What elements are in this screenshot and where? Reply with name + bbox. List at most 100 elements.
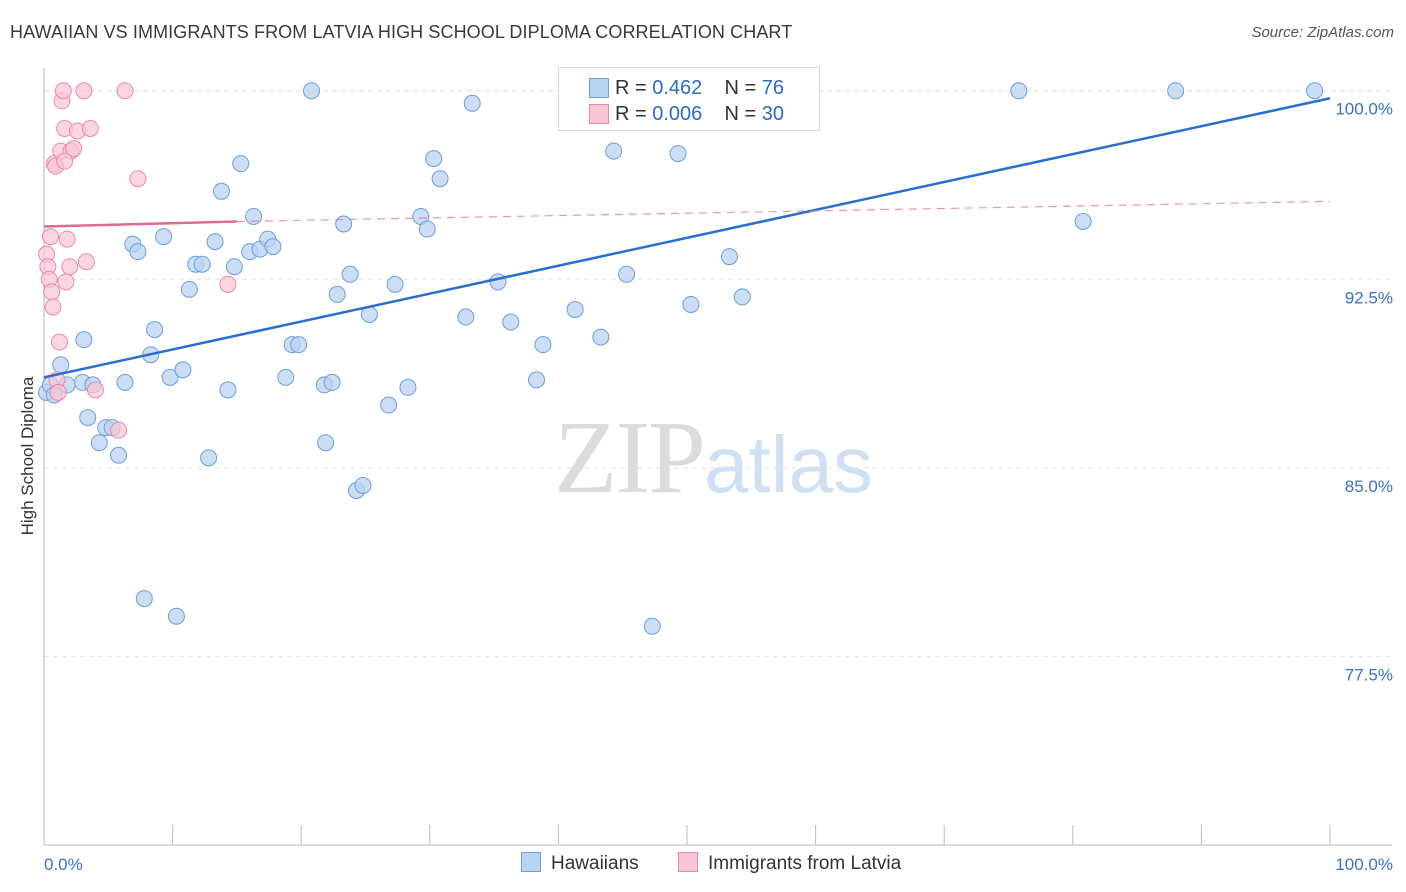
hawaiians-point — [90, 434, 108, 452]
hawaiians-point — [1010, 82, 1028, 100]
legend-swatch-blue — [589, 78, 609, 98]
latvia-point — [219, 275, 237, 293]
hawaiians-point — [75, 331, 93, 349]
latvia-point — [86, 381, 104, 399]
hawaiians-point — [193, 255, 211, 273]
hawaiians-point — [669, 145, 687, 163]
hawaiians-point — [1167, 82, 1185, 100]
hawaiians-point — [457, 308, 475, 326]
hawaiians-point — [733, 288, 751, 306]
legend-row-latvia: R = 0.006 N = 30 — [589, 102, 785, 126]
hawaiians-point — [264, 238, 282, 256]
latvia-point — [129, 170, 147, 188]
legend-r-label: R = — [615, 76, 647, 99]
hawaiians-point — [354, 476, 372, 494]
legend-r-value: 0.462 — [652, 76, 703, 99]
watermark-zip: ZIP — [554, 400, 706, 515]
hawaiians-point — [135, 590, 153, 608]
source-label: Source: ZipAtlas.com — [1251, 24, 1394, 41]
hawaiians-point — [245, 207, 263, 225]
hawaiians-point — [528, 371, 546, 389]
y-tick-label: 100.0% — [1335, 100, 1393, 119]
legend-item-latvia: Immigrants from Latvia — [678, 852, 901, 875]
hawaiians-point — [110, 446, 128, 464]
legend-label-hawaiians: Hawaiians — [551, 853, 639, 874]
axes — [43, 68, 1392, 846]
legend-row-hawaiians: R = 0.462 N = 76 — [589, 76, 785, 100]
x-tick-label-min: 0.0% — [44, 855, 83, 874]
hawaiians-point — [225, 258, 243, 276]
latvia-trend-extension — [236, 200, 1331, 223]
hawaiians-point — [302, 82, 320, 100]
hawaiians-point — [328, 285, 346, 303]
y-axis-label: High School Diploma — [18, 376, 37, 536]
legend-n-label: N = — [724, 76, 757, 99]
watermark-atlas: atlas — [704, 420, 873, 509]
hawaiians-point — [643, 617, 661, 635]
hawaiians-point — [489, 273, 507, 291]
legend-swatch-pink — [589, 104, 609, 124]
hawaiians-point — [335, 215, 353, 233]
hawaiians-point — [79, 409, 97, 427]
hawaiians-point — [605, 142, 623, 160]
latvia-point — [116, 82, 134, 100]
hawaiians-point — [317, 434, 335, 452]
hawaiians-point — [1074, 212, 1092, 230]
latvia-point — [43, 283, 61, 301]
hawaiians-point — [431, 170, 449, 188]
hawaiians-point — [167, 607, 185, 625]
hawaiians-point — [341, 265, 359, 283]
legend-n-label: N = — [724, 102, 757, 125]
legend-n-value: 76 — [761, 76, 785, 99]
y-tick-label: 85.0% — [1345, 477, 1393, 496]
hawaiians-point — [502, 313, 520, 331]
hawaiians-point — [219, 381, 237, 399]
y-tick-label: 92.5% — [1345, 288, 1393, 307]
data-points — [38, 82, 1324, 635]
latvia-point — [54, 82, 72, 100]
latvia-point — [58, 230, 76, 248]
latvia-point — [75, 82, 93, 100]
hawaiians-point — [174, 361, 192, 379]
legend-swatch-blue — [521, 852, 541, 872]
hawaiians-point — [380, 396, 398, 414]
legend-r-label: R = — [615, 102, 647, 125]
hawaiians-point — [290, 336, 308, 354]
hawaiians-point — [116, 373, 134, 391]
hawaiians-trend-line — [43, 97, 1331, 379]
legend-r-value: 0.006 — [652, 102, 703, 125]
latvia-point — [50, 333, 68, 351]
tick-labels: 77.5% 85.0% 92.5% 100.0% 0.0% 100.0% — [44, 100, 1393, 874]
hawaiians-point — [720, 248, 738, 266]
trend-lines — [43, 97, 1331, 379]
hawaiians-point — [592, 328, 610, 346]
hawaiians-point — [212, 182, 230, 200]
hawaiians-point — [425, 150, 443, 168]
latvia-point — [44, 298, 62, 316]
hawaiians-point — [129, 243, 147, 261]
hawaiians-point — [399, 378, 417, 396]
latvia-point — [77, 253, 95, 271]
hawaiians-point — [200, 449, 218, 467]
hawaiians-point — [180, 280, 198, 298]
latvia-trend-line — [43, 220, 237, 228]
hawaiians-point — [682, 295, 700, 313]
latvia-point — [81, 119, 99, 137]
legend-swatch-pink — [678, 852, 698, 872]
gridlines — [44, 90, 1392, 657]
latvia-point — [41, 228, 59, 246]
hawaiians-point — [232, 155, 250, 173]
hawaiians-point — [534, 336, 552, 354]
chart-title: HAWAIIAN VS IMMIGRANTS FROM LATVIA HIGH … — [10, 22, 793, 42]
latvia-point — [49, 383, 67, 401]
hawaiians-point — [566, 300, 584, 318]
legend-label-latvia: Immigrants from Latvia — [708, 853, 902, 874]
latvia-point — [57, 273, 75, 291]
hawaiians-point — [155, 228, 173, 246]
legend-n-value: 30 — [761, 102, 785, 125]
latvia-point — [61, 258, 79, 276]
latvia-point — [65, 140, 83, 158]
y-tick-label: 77.5% — [1345, 665, 1393, 684]
legend-item-hawaiians: Hawaiians — [521, 852, 639, 875]
